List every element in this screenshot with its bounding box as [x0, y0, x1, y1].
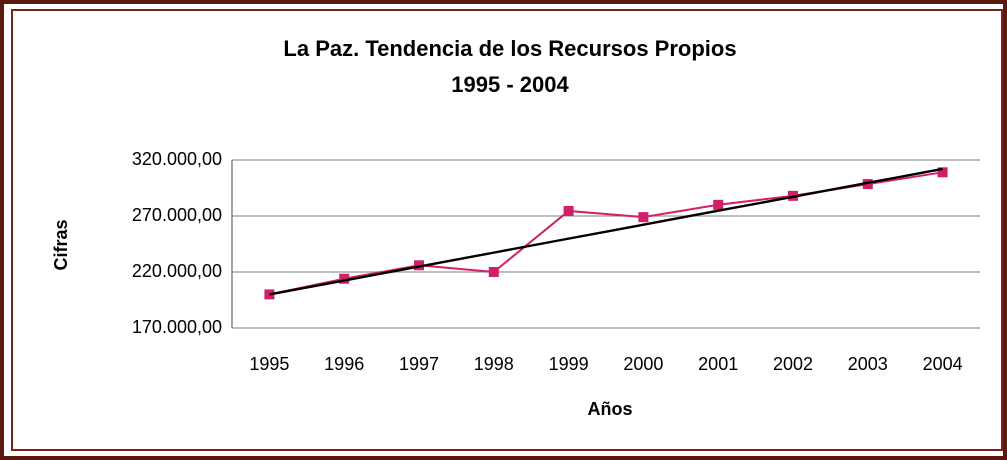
- data-point: [713, 199, 724, 210]
- x-tick-label: 2000: [623, 354, 663, 374]
- x-tick-label: 1996: [324, 354, 364, 374]
- data-point: [638, 212, 649, 223]
- x-tick-label: 2004: [923, 354, 963, 374]
- y-tick-label: 320.000,00: [132, 149, 222, 169]
- inner-frame: [11, 9, 1003, 451]
- x-tick-label: 2003: [848, 354, 888, 374]
- y-tick-label: 170.000,00: [132, 317, 222, 337]
- y-tick-label: 270.000,00: [132, 205, 222, 225]
- trend-line: [269, 167, 943, 296]
- data-point: [339, 273, 350, 284]
- x-tick-label: 1998: [474, 354, 514, 374]
- data-point: [488, 267, 499, 277]
- x-tick-label: 1995: [249, 354, 289, 374]
- x-tick-label: 1999: [549, 354, 589, 374]
- x-tick-label: 2001: [698, 354, 738, 374]
- data-point: [414, 260, 424, 271]
- x-tick-label: 2002: [773, 354, 813, 374]
- y-tick-label: 220.000,00: [132, 261, 222, 281]
- x-tick-label: 1997: [399, 354, 439, 374]
- y-axis-label: Cifras: [51, 219, 71, 270]
- x-axis-label: Años: [588, 399, 633, 419]
- chart-title: La Paz. Tendencia de los Recursos Propio…: [283, 36, 736, 61]
- chart-subtitle: 1995 - 2004: [451, 72, 569, 97]
- data-point: [937, 167, 948, 178]
- data-point: [862, 179, 873, 190]
- data-point: [563, 205, 574, 216]
